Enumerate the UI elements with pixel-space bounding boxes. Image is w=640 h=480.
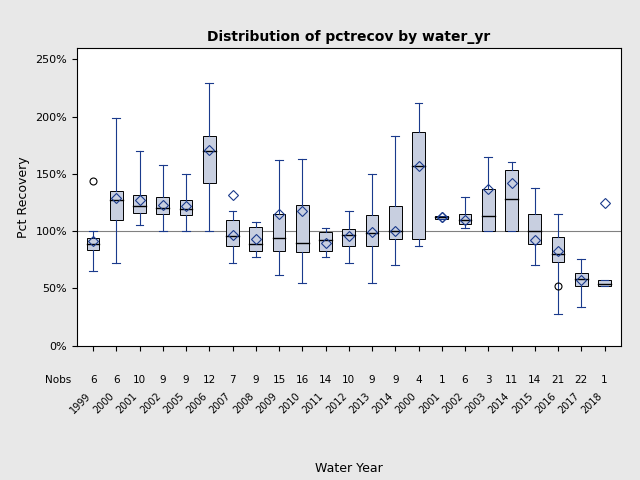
Text: 9: 9 — [159, 375, 166, 385]
Title: Distribution of pctrecov by water_yr: Distribution of pctrecov by water_yr — [207, 30, 490, 44]
Bar — [482, 189, 495, 231]
Text: 2007: 2007 — [208, 391, 232, 415]
Bar — [575, 274, 588, 286]
Bar — [156, 197, 169, 214]
Text: 14: 14 — [319, 375, 332, 385]
Text: 15: 15 — [273, 375, 285, 385]
Bar — [529, 214, 541, 244]
Text: 11: 11 — [505, 375, 518, 385]
Text: 12: 12 — [203, 375, 216, 385]
Bar — [552, 237, 564, 262]
Bar — [365, 215, 378, 246]
Text: 9: 9 — [183, 375, 189, 385]
Text: 21: 21 — [552, 375, 564, 385]
Text: 2002: 2002 — [138, 391, 163, 415]
Text: 2014: 2014 — [487, 391, 511, 415]
Text: 9: 9 — [369, 375, 376, 385]
Bar — [598, 280, 611, 286]
Text: 14: 14 — [528, 375, 541, 385]
Bar — [412, 132, 425, 239]
Text: 1: 1 — [601, 375, 608, 385]
Bar — [296, 205, 308, 252]
Text: 2008: 2008 — [231, 391, 256, 415]
Bar — [203, 136, 216, 183]
Bar — [389, 206, 402, 239]
Text: 2009: 2009 — [255, 391, 279, 415]
Text: 6: 6 — [113, 375, 120, 385]
Text: 2002: 2002 — [440, 391, 465, 415]
Bar — [342, 229, 355, 246]
Text: 10: 10 — [133, 375, 146, 385]
Y-axis label: Pct Recovery: Pct Recovery — [17, 156, 30, 238]
Text: 9: 9 — [253, 375, 259, 385]
Bar — [180, 200, 193, 215]
Bar — [459, 214, 472, 224]
Text: 10: 10 — [342, 375, 355, 385]
Text: 7: 7 — [229, 375, 236, 385]
Text: 1999: 1999 — [68, 391, 93, 415]
Text: 22: 22 — [575, 375, 588, 385]
Bar — [250, 227, 262, 251]
Text: 2013: 2013 — [348, 391, 372, 415]
Text: 2015: 2015 — [510, 391, 535, 415]
Text: 2001: 2001 — [115, 391, 140, 415]
Text: 2011: 2011 — [301, 391, 326, 415]
Text: 2006: 2006 — [185, 391, 209, 415]
Text: 4: 4 — [415, 375, 422, 385]
Bar — [133, 194, 146, 213]
Text: 2005: 2005 — [161, 391, 186, 415]
Text: 2012: 2012 — [324, 391, 349, 415]
Text: 6: 6 — [461, 375, 468, 385]
Text: 2000: 2000 — [92, 391, 116, 415]
Text: 16: 16 — [296, 375, 309, 385]
Text: 2017: 2017 — [557, 391, 581, 415]
Text: Nobs: Nobs — [45, 375, 72, 385]
Text: 1: 1 — [438, 375, 445, 385]
Text: 2018: 2018 — [580, 391, 605, 415]
Bar — [273, 214, 285, 251]
Text: 2003: 2003 — [464, 391, 488, 415]
Text: 6: 6 — [90, 375, 97, 385]
Text: 2010: 2010 — [278, 391, 302, 415]
Bar — [319, 232, 332, 251]
Text: 9: 9 — [392, 375, 399, 385]
Bar — [435, 216, 448, 219]
Bar — [226, 220, 239, 246]
Text: 2014: 2014 — [371, 391, 396, 415]
Text: 2001: 2001 — [417, 391, 442, 415]
Text: 3: 3 — [485, 375, 492, 385]
Bar — [86, 238, 99, 250]
Text: 2016: 2016 — [534, 391, 558, 415]
Text: Water Year: Water Year — [315, 462, 383, 475]
Text: 2000: 2000 — [394, 391, 419, 415]
Bar — [505, 170, 518, 231]
Bar — [110, 191, 123, 220]
